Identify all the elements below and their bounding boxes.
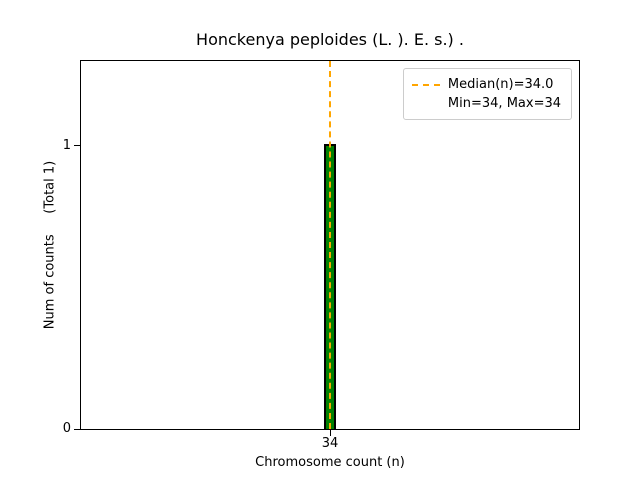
x-tick-label: 34 <box>321 436 339 451</box>
legend-label-median: Median(n)=34.0 <box>447 77 554 92</box>
plot-area: Median(n)=34.0 Min=34, Max=34 0 1 34 <box>63 60 580 451</box>
legend-label-minmax: Min=34, Max=34 <box>447 96 561 111</box>
y-tick-mark <box>74 145 80 147</box>
x-tick-mark <box>329 430 331 436</box>
chart-title: Honckenya peploides (L. ). E. s.) . <box>196 30 464 49</box>
median-line-sample-icon <box>411 83 440 86</box>
legend-entry-minmax: Min=34, Max=34 <box>412 94 561 113</box>
x-axis-label: Chromosome count (n) <box>255 455 405 470</box>
y-tick-mark <box>74 428 80 430</box>
y-tick-label: 1 <box>62 137 71 153</box>
legend: Median(n)=34.0 Min=34, Max=34 <box>402 68 572 120</box>
median-line <box>329 61 331 429</box>
y-axis-label: Num of counts (Total 1) <box>42 160 58 330</box>
y-tick-label: 0 <box>62 421 71 436</box>
legend-entry-median: Median(n)=34.0 <box>411 75 561 94</box>
